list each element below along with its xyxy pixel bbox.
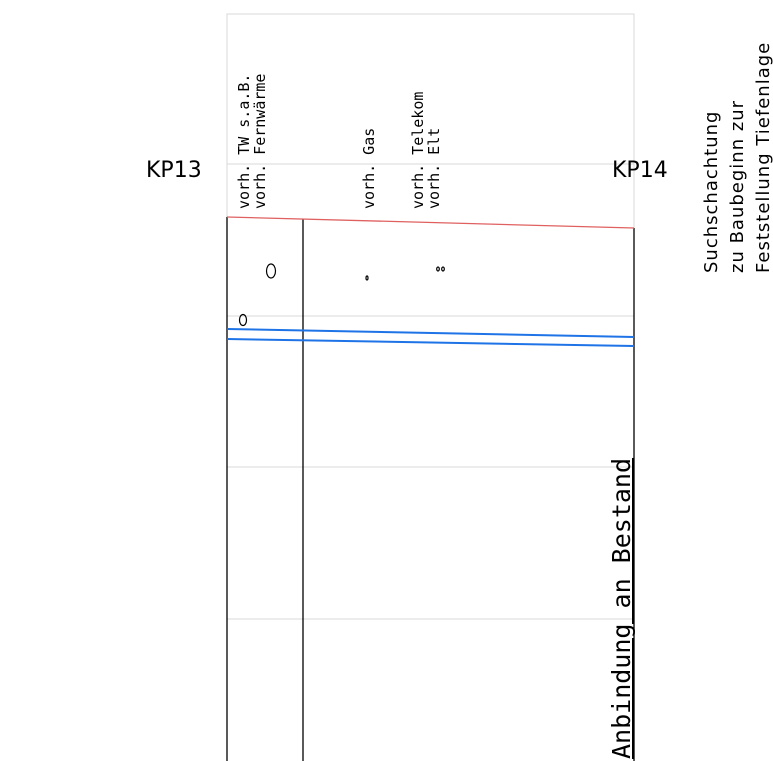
utility-symbols bbox=[238, 263, 445, 327]
fernwaerme-pipe-symbol bbox=[265, 263, 277, 279]
pipes bbox=[226, 328, 635, 347]
label-telekom: vorh. Telekom bbox=[409, 92, 427, 209]
elt-cable-symbol bbox=[441, 266, 445, 272]
frame-border bbox=[226, 13, 635, 761]
connection-label-group: Anbindung an Bestand bbox=[607, 458, 636, 759]
pipe-line-bottom bbox=[226, 338, 635, 347]
label-tw: vorh. TW s.a.B. bbox=[235, 74, 253, 209]
label-elt: vorh. Elt bbox=[425, 128, 443, 209]
kp13-label: KP13 bbox=[146, 158, 202, 183]
pipe-line-top bbox=[226, 328, 635, 338]
label-fernwaerme: vorh. Fernwärme bbox=[251, 74, 269, 209]
note-line-1: Suchschachtung bbox=[701, 111, 722, 273]
label-gas: vorh. Gas bbox=[360, 128, 378, 209]
kp14-label: KP14 bbox=[612, 158, 668, 183]
note-line-2: zu Baubeginn zur bbox=[727, 100, 748, 273]
connection-label: Anbindung an Bestand bbox=[607, 458, 636, 759]
telekom-cable-symbol bbox=[436, 266, 440, 272]
grid bbox=[226, 13, 635, 761]
gas-pipe-symbol bbox=[365, 275, 369, 281]
tw-pipe-symbol bbox=[238, 313, 248, 327]
station-lines bbox=[226, 217, 635, 761]
note-line-3: Feststellung Tiefenlage bbox=[753, 42, 773, 273]
ground-line bbox=[226, 216, 635, 229]
